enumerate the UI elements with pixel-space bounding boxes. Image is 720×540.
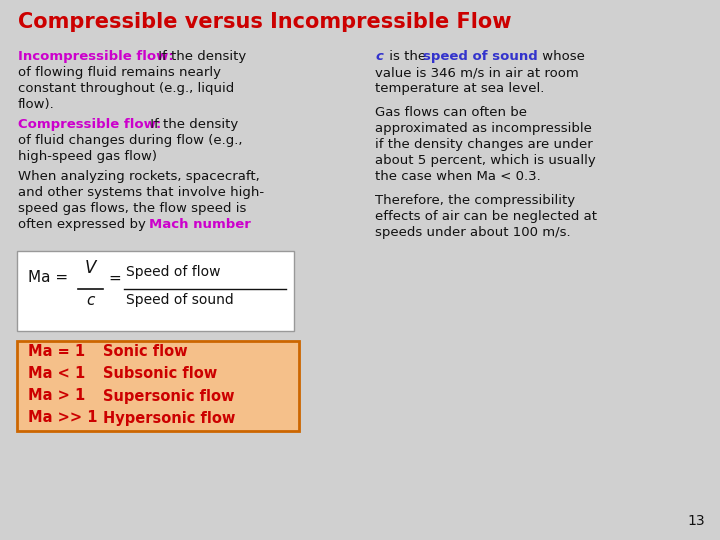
Text: If the density: If the density: [154, 50, 246, 63]
Text: Compressible versus Incompressible Flow: Compressible versus Incompressible Flow: [18, 12, 511, 32]
Text: constant throughout (e.g., liquid: constant throughout (e.g., liquid: [18, 82, 234, 95]
Text: temperature at sea level.: temperature at sea level.: [375, 82, 544, 95]
Text: and other systems that involve high-: and other systems that involve high-: [18, 186, 264, 199]
FancyBboxPatch shape: [17, 251, 294, 331]
Text: flow).: flow).: [18, 98, 55, 111]
Text: whose: whose: [538, 50, 585, 63]
Text: Gas flows can often be: Gas flows can often be: [375, 106, 527, 119]
Text: speeds under about 100 m/s.: speeds under about 100 m/s.: [375, 226, 571, 239]
Text: of flowing fluid remains nearly: of flowing fluid remains nearly: [18, 66, 221, 79]
Text: Ma = 1: Ma = 1: [28, 345, 85, 360]
Text: Speed of flow: Speed of flow: [126, 265, 220, 279]
Text: if the density changes are under: if the density changes are under: [375, 138, 593, 151]
Text: Sonic flow: Sonic flow: [103, 345, 188, 360]
Text: If the density: If the density: [146, 118, 238, 131]
Text: Ma < 1: Ma < 1: [28, 367, 85, 381]
Text: Ma =: Ma =: [28, 270, 68, 285]
Text: high-speed gas flow): high-speed gas flow): [18, 150, 157, 163]
Text: effects of air can be neglected at: effects of air can be neglected at: [375, 210, 597, 223]
Text: about 5 percent, which is usually: about 5 percent, which is usually: [375, 154, 595, 167]
FancyBboxPatch shape: [17, 341, 299, 431]
Text: V: V: [85, 259, 96, 277]
Text: Compressible flow:: Compressible flow:: [18, 118, 161, 131]
Text: Therefore, the compressibility: Therefore, the compressibility: [375, 194, 575, 207]
Text: the case when Ma < 0.3.: the case when Ma < 0.3.: [375, 170, 541, 183]
Text: is the: is the: [385, 50, 431, 63]
Text: c: c: [86, 293, 94, 308]
Text: 13: 13: [688, 514, 705, 528]
Text: Hypersonic flow: Hypersonic flow: [103, 410, 235, 426]
Text: value is 346 m/s in air at room: value is 346 m/s in air at room: [375, 66, 579, 79]
Text: Speed of sound: Speed of sound: [126, 293, 234, 307]
Text: approximated as incompressible: approximated as incompressible: [375, 122, 592, 135]
Text: often expressed by: often expressed by: [18, 218, 150, 231]
Text: =: =: [108, 271, 121, 286]
Text: Mach number: Mach number: [149, 218, 251, 231]
Text: Supersonic flow: Supersonic flow: [103, 388, 235, 403]
Text: Ma > 1: Ma > 1: [28, 388, 85, 403]
Text: speed of sound: speed of sound: [423, 50, 538, 63]
Text: speed gas flows, the flow speed is: speed gas flows, the flow speed is: [18, 202, 246, 215]
Text: Ma >> 1: Ma >> 1: [28, 410, 97, 426]
Text: When analyzing rockets, spacecraft,: When analyzing rockets, spacecraft,: [18, 170, 260, 183]
Text: c: c: [375, 50, 383, 63]
Text: of fluid changes during flow (e.g.,: of fluid changes during flow (e.g.,: [18, 134, 243, 147]
Text: Subsonic flow: Subsonic flow: [103, 367, 217, 381]
Text: Incompressible flow:: Incompressible flow:: [18, 50, 174, 63]
